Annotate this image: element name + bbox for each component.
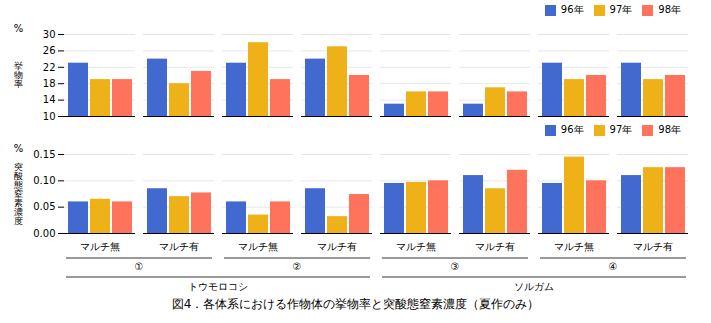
svg-text:18: 18 [43, 78, 56, 89]
svg-text:突酸態窒素濃度: 突酸態窒素濃度 [13, 162, 23, 226]
svg-text:挙物率: 挙物率 [14, 61, 23, 89]
svg-text:0.10: 0.10 [33, 175, 55, 186]
svg-text:③: ③ [451, 261, 460, 272]
svg-text:マルチ無: マルチ無 [238, 241, 278, 252]
svg-text:マルチ無: マルチ無 [80, 241, 120, 252]
svg-text:0.15: 0.15 [33, 149, 55, 160]
html-text:図4．各体系における作物体の挙物率と突酸態窒素濃度（夏作のみ: 図4．各体系における作物体の挙物率と突酸態窒素濃度（夏作のみ） [171, 297, 540, 311]
html-text:97年: 97年 [609, 4, 633, 15]
svg-text:マルチ無: マルチ無 [396, 241, 436, 252]
svg-text:マルチ有: マルチ有 [159, 241, 199, 252]
svg-text:ソルガム: ソルガム [514, 281, 554, 292]
svg-text:マルチ有: マルチ有 [633, 241, 673, 252]
svg-text:マルチ無: マルチ無 [554, 241, 594, 252]
html-text:98年: 98年 [658, 4, 681, 15]
svg-text:0.00: 0.00 [33, 228, 55, 239]
svg-text:26: 26 [43, 45, 56, 56]
svg-text:トウモロコシ: トウモロコシ [188, 281, 248, 292]
svg-text:②: ② [293, 261, 302, 272]
svg-text:マルチ有: マルチ有 [317, 241, 357, 252]
svg-text:30: 30 [43, 29, 56, 40]
svg-text:%: % [14, 23, 24, 34]
svg-text:14: 14 [43, 94, 56, 105]
html-text:98年: 98年 [658, 124, 681, 135]
svg-text:22: 22 [43, 62, 56, 73]
svg-text:%: % [14, 143, 24, 154]
html-text:97年: 97年 [609, 124, 633, 135]
svg-text:①: ① [135, 261, 144, 272]
svg-text:0.05: 0.05 [33, 201, 55, 212]
svg-text:④: ④ [609, 261, 618, 272]
svg-text:10: 10 [43, 111, 56, 120]
svg-text:マルチ有: マルチ有 [475, 241, 515, 252]
html-text:96年: 96年 [560, 4, 584, 15]
html-text:96年: 96年 [560, 124, 584, 135]
